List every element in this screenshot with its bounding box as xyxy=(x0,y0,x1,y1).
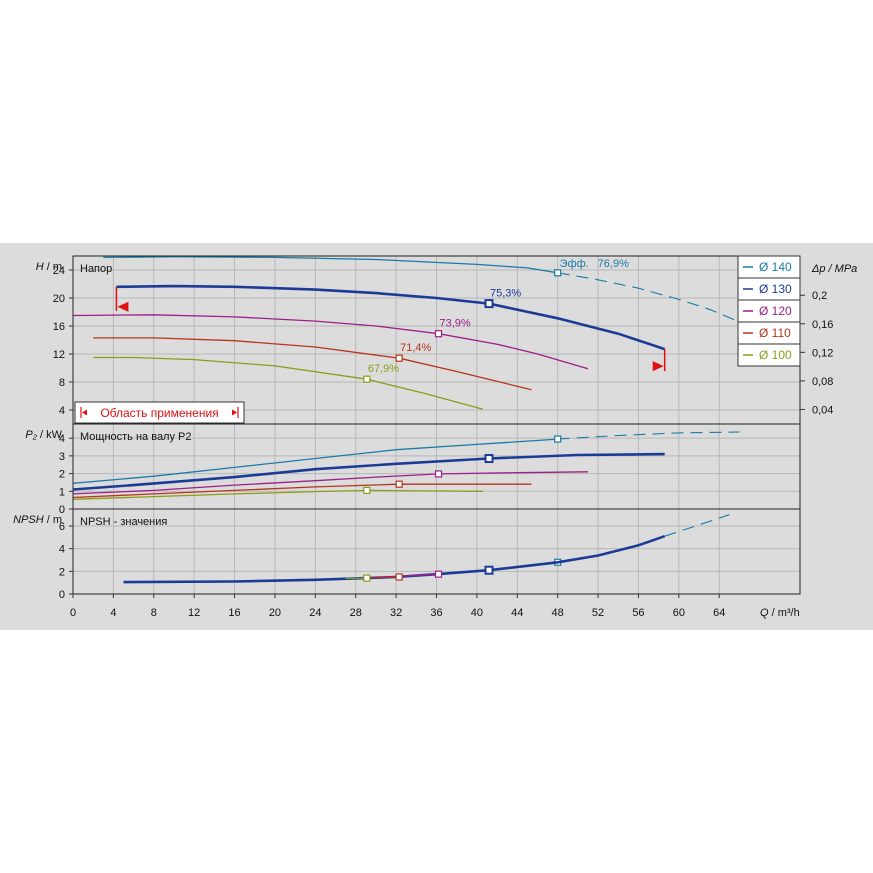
curves xyxy=(72,256,740,584)
legend-label: Ø 110 xyxy=(759,326,791,340)
legend-label: Ø 130 xyxy=(759,282,792,296)
series-line xyxy=(365,576,400,579)
y-axis-label: NPSH / m xyxy=(13,514,62,526)
panel-title: Напор xyxy=(80,263,112,275)
x-tick-label: 24 xyxy=(309,607,321,619)
pump-curve-chart: 0 4 8 12 16 20 24 28 32 36 40 44 48 52 56 60 64 Q / m³/h4… xyxy=(13,255,857,619)
x-tick-label: 40 xyxy=(471,607,483,619)
bep-marker xyxy=(363,574,371,582)
x-tick-label: 60 xyxy=(673,607,685,619)
legend-label: Ø 120 xyxy=(759,304,792,318)
x-tick-label: 8 xyxy=(151,607,157,619)
series-line-dashed xyxy=(557,431,740,440)
legend-item xyxy=(737,343,801,367)
series-line xyxy=(93,356,484,410)
right-tick-label: 0,04 xyxy=(812,404,833,416)
x-tick-label: 36 xyxy=(430,607,442,619)
series-line-dashed xyxy=(664,514,730,537)
frames xyxy=(69,255,805,598)
x-tick-label: 0 xyxy=(70,607,76,619)
application-area-label: Область применения xyxy=(100,406,218,420)
grid xyxy=(72,256,800,595)
efficiency-label: 71,4% xyxy=(400,342,431,354)
y-tick-label: 2 xyxy=(59,469,65,481)
bep-marker xyxy=(484,565,494,575)
x-tick-label: 64 xyxy=(713,607,725,619)
series-line xyxy=(93,337,532,391)
series-line-dashed xyxy=(557,272,735,321)
series-line xyxy=(72,452,665,491)
panel-title: Мощность на валу P2 xyxy=(80,431,192,443)
series-line xyxy=(72,438,558,484)
chart-panel: 0 4 8 12 16 20 24 28 32 36 40 44 48 52 56 60 64 Q / m³/h 4… xyxy=(0,243,873,630)
legend-label: Ø 100 xyxy=(759,348,792,362)
right-tick-label: 0,2 xyxy=(812,290,827,302)
efficiency-label: 73,9% xyxy=(440,318,471,330)
y-tick-label: 16 xyxy=(53,321,65,333)
y-tick-label: 12 xyxy=(53,349,65,361)
bep-marker xyxy=(434,330,443,338)
labels: 0 4 8 12 16 20 24 28 32 36 40 44 48 52 56 60 64 Q / m³/h4… xyxy=(13,255,857,619)
x-tick-label: 56 xyxy=(632,607,644,619)
x-tick-label: 20 xyxy=(269,607,281,619)
y-tick-label: 24 xyxy=(53,265,65,277)
right-tick-label: 0,12 xyxy=(812,347,833,359)
bep-marker xyxy=(434,570,443,578)
efficiency-label: 76,9% xyxy=(598,258,629,270)
bep-marker xyxy=(395,480,403,488)
x-tick-label: 44 xyxy=(511,607,523,619)
legend-label: Ø 140 xyxy=(759,260,792,274)
x-tick-label: 52 xyxy=(592,607,604,619)
limit-max-arrow xyxy=(652,361,664,372)
right-tick-label: 0,16 xyxy=(812,319,833,331)
y-tick-label: 3 xyxy=(59,451,65,463)
efficiency-label: 67,9% xyxy=(368,363,399,375)
bep-marker xyxy=(484,299,494,309)
bep-marker xyxy=(363,486,371,495)
bep-marker xyxy=(363,375,371,383)
panel-title: NPSH - значения xyxy=(80,516,167,528)
y-axis-label: H / m xyxy=(36,261,62,273)
series-line xyxy=(72,471,589,495)
y-tick-label: 1 xyxy=(59,486,65,498)
y-tick-label: 4 xyxy=(59,433,65,445)
x-tick-label: 28 xyxy=(350,607,362,619)
y-tick-label: 20 xyxy=(53,293,65,305)
y-axis-label: P₂ / kW xyxy=(25,429,62,441)
y-tick-label: 2 xyxy=(59,566,65,578)
x-tick-label: 32 xyxy=(390,607,402,619)
y-tick-label: 0 xyxy=(59,589,65,601)
y-tick-label: 4 xyxy=(59,405,65,417)
series-line xyxy=(72,489,483,500)
limit-min-arrow xyxy=(117,301,129,312)
bep-marker xyxy=(395,573,403,581)
x-tick-label: 48 xyxy=(552,607,564,619)
bep-marker xyxy=(484,454,494,464)
y-tick-label: 0 xyxy=(59,504,65,516)
efficiency-prefix: Эфф. xyxy=(560,258,589,270)
bep-marker xyxy=(395,354,403,362)
y-tick-label: 6 xyxy=(59,521,65,533)
y-tick-label: 8 xyxy=(59,377,65,389)
x-axis-label: Q / m³/h xyxy=(760,607,800,619)
bep-marker xyxy=(554,435,562,443)
application-area-box xyxy=(74,401,245,424)
right-tick-label: 0,08 xyxy=(812,376,833,388)
x-tick-label: 16 xyxy=(228,607,240,619)
series-line xyxy=(72,483,532,499)
series-line xyxy=(103,256,558,274)
right-axis-label: Δp / MPa xyxy=(811,263,857,275)
x-tick-label: 4 xyxy=(110,607,116,619)
series-line xyxy=(116,284,666,351)
series-line xyxy=(123,534,666,584)
series-line xyxy=(72,314,589,370)
bep-marker xyxy=(554,269,562,277)
x-tick-label: 12 xyxy=(188,607,200,619)
bep-marker xyxy=(434,470,443,478)
y-tick-label: 4 xyxy=(59,544,65,556)
efficiency-label: 75,3% xyxy=(490,288,521,300)
